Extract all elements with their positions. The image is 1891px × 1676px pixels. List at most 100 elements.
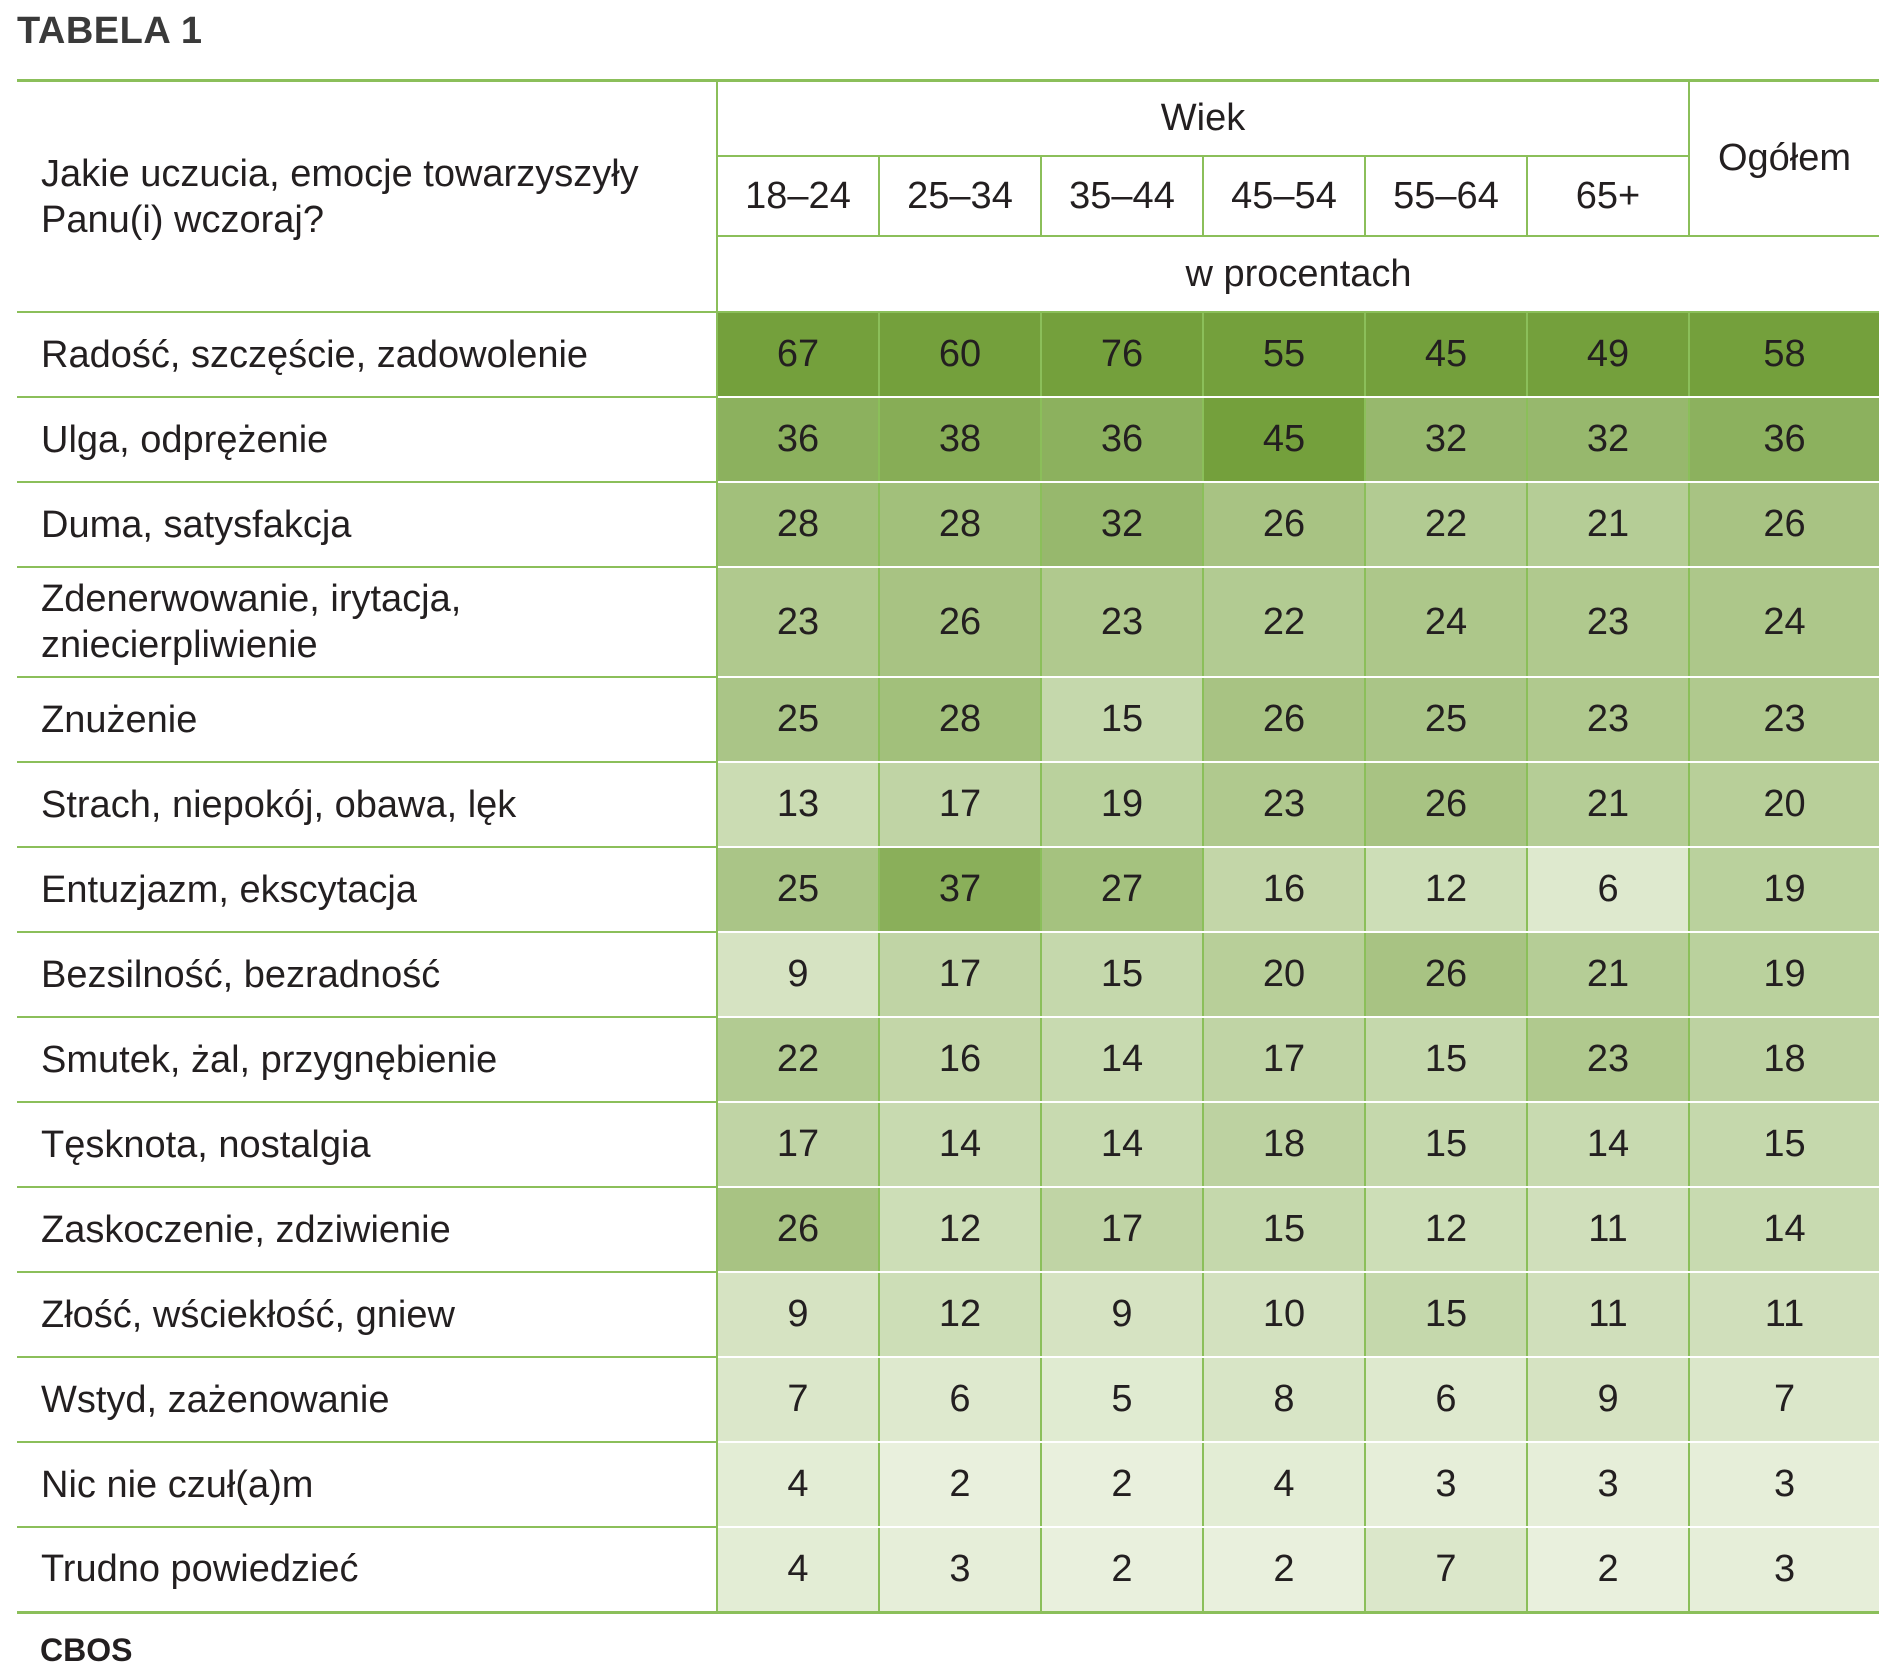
table-row: Nic nie czuł(a)m 4 2 2 4 3 3 3	[17, 1442, 1880, 1528]
value-cell-65-plus: 2	[1525, 1527, 1690, 1614]
value-cell-18-24: 13	[716, 762, 879, 848]
table-row: Znużenie 25 28 15 26 25 23 23	[17, 677, 1880, 763]
value-cell-45-54: 22	[1202, 567, 1365, 678]
value-cell-total: 3	[1688, 1442, 1880, 1528]
value-cell-18-24: 7	[716, 1357, 879, 1443]
row-label: Smutek, żal, przygnębienie	[17, 1017, 717, 1103]
value-cell-65-plus: 11	[1525, 1187, 1690, 1273]
table-row: Entuzjazm, ekscytacja 25 37 27 16 12 6 19	[17, 847, 1880, 933]
value-cell-total: 19	[1688, 932, 1880, 1018]
row-label: Zdenerwowanie, irytacja, zniecierpliwien…	[17, 567, 717, 678]
value-cell-35-44: 23	[1040, 567, 1203, 678]
value-cell-total: 36	[1688, 397, 1880, 483]
row-label: Radość, szczęście, zadowolenie	[17, 312, 717, 398]
row-label: Strach, niepokój, obawa, lęk	[17, 762, 717, 848]
row-label: Duma, satysfakcja	[17, 482, 717, 568]
table-title: TABELA 1	[17, 10, 203, 52]
age-group-header: Wiek	[715, 79, 1690, 157]
row-label: Złość, wściekłość, gniew	[17, 1272, 717, 1358]
value-cell-35-44: 2	[1040, 1527, 1203, 1614]
value-cell-total: 14	[1688, 1187, 1880, 1273]
value-cell-35-44: 27	[1040, 847, 1203, 933]
value-cell-65-plus: 49	[1525, 312, 1690, 398]
value-cell-total: 24	[1688, 567, 1880, 678]
value-cell-45-54: 23	[1202, 762, 1365, 848]
value-cell-65-plus: 6	[1525, 847, 1690, 933]
row-label: Bezsilność, bezradność	[17, 932, 717, 1018]
value-cell-25-34: 17	[878, 762, 1041, 848]
row-label: Nic nie czuł(a)m	[17, 1442, 717, 1528]
value-cell-55-64: 15	[1364, 1102, 1527, 1188]
value-cell-45-54: 26	[1202, 482, 1365, 568]
age-header-55-64: 55–64	[1364, 156, 1527, 237]
value-cell-65-plus: 14	[1525, 1102, 1690, 1188]
value-cell-25-34: 16	[878, 1017, 1041, 1103]
value-cell-25-34: 60	[878, 312, 1041, 398]
table-row: Strach, niepokój, obawa, lęk 13 17 19 23 26 21…	[17, 762, 1880, 848]
value-cell-65-plus: 21	[1525, 482, 1690, 568]
table-row: Bezsilność, bezradność 9 17 15 20 26 21 19	[17, 932, 1880, 1018]
value-cell-55-64: 6	[1364, 1357, 1527, 1443]
age-header-18-24: 18–24	[716, 156, 879, 237]
value-cell-25-34: 6	[878, 1357, 1041, 1443]
value-cell-total: 23	[1688, 677, 1880, 763]
table-row: Smutek, żal, przygnębienie 22 16 14 17 15 23 18	[17, 1017, 1880, 1103]
value-cell-65-plus: 3	[1525, 1442, 1690, 1528]
value-cell-total: 7	[1688, 1357, 1880, 1443]
row-label: Wstyd, zażenowanie	[17, 1357, 717, 1443]
value-cell-25-34: 12	[878, 1187, 1041, 1273]
value-cell-55-64: 45	[1364, 312, 1527, 398]
question-header: Jakie uczucia, emocje towarzyszyły Panu(…	[17, 79, 717, 313]
value-cell-65-plus: 21	[1525, 762, 1690, 848]
value-cell-45-54: 4	[1202, 1442, 1365, 1528]
value-cell-45-54: 18	[1202, 1102, 1365, 1188]
value-cell-55-64: 26	[1364, 932, 1527, 1018]
value-cell-55-64: 15	[1364, 1272, 1527, 1358]
unit-header: w procentach	[715, 235, 1880, 313]
table-body: Radość, szczęście, zadowolenie 67 60 76 55 45…	[17, 312, 1880, 1614]
value-cell-25-34: 37	[878, 847, 1041, 933]
value-cell-35-44: 2	[1040, 1442, 1203, 1528]
value-cell-55-64: 12	[1364, 1187, 1527, 1273]
value-cell-18-24: 26	[716, 1187, 879, 1273]
value-cell-25-34: 26	[878, 567, 1041, 678]
row-label: Ulga, odprężenie	[17, 397, 717, 483]
value-cell-55-64: 32	[1364, 397, 1527, 483]
value-cell-35-44: 36	[1040, 397, 1203, 483]
value-cell-18-24: 67	[716, 312, 879, 398]
table-row: Zdenerwowanie, irytacja, zniecierpliwien…	[17, 567, 1880, 678]
value-cell-18-24: 9	[716, 932, 879, 1018]
table-row: Zaskoczenie, zdziwienie 26 12 17 15 12 11 14	[17, 1187, 1880, 1273]
value-cell-total: 15	[1688, 1102, 1880, 1188]
value-cell-55-64: 25	[1364, 677, 1527, 763]
value-cell-45-54: 20	[1202, 932, 1365, 1018]
table-row: Duma, satysfakcja 28 28 32 26 22 21 26	[17, 482, 1880, 568]
value-cell-total: 18	[1688, 1017, 1880, 1103]
value-cell-45-54: 16	[1202, 847, 1365, 933]
value-cell-65-plus: 32	[1525, 397, 1690, 483]
value-cell-65-plus: 21	[1525, 932, 1690, 1018]
value-cell-35-44: 15	[1040, 677, 1203, 763]
value-cell-total: 26	[1688, 482, 1880, 568]
value-cell-total: 3	[1688, 1527, 1880, 1614]
table-row: Radość, szczęście, zadowolenie 67 60 76 55 45…	[17, 312, 1880, 398]
value-cell-18-24: 17	[716, 1102, 879, 1188]
value-cell-35-44: 14	[1040, 1102, 1203, 1188]
value-cell-total: 11	[1688, 1272, 1880, 1358]
value-cell-45-54: 26	[1202, 677, 1365, 763]
value-cell-55-64: 26	[1364, 762, 1527, 848]
value-cell-25-34: 28	[878, 482, 1041, 568]
value-cell-45-54: 17	[1202, 1017, 1365, 1103]
table-row: Tęsknota, nostalgia 17 14 14 18 15 14 15	[17, 1102, 1880, 1188]
value-cell-35-44: 76	[1040, 312, 1203, 398]
age-header-35-44: 35–44	[1040, 156, 1203, 237]
value-cell-25-34: 28	[878, 677, 1041, 763]
value-cell-18-24: 9	[716, 1272, 879, 1358]
value-cell-65-plus: 11	[1525, 1272, 1690, 1358]
value-cell-55-64: 3	[1364, 1442, 1527, 1528]
value-cell-45-54: 15	[1202, 1187, 1365, 1273]
value-cell-25-34: 3	[878, 1527, 1041, 1614]
value-cell-25-34: 14	[878, 1102, 1041, 1188]
value-cell-18-24: 4	[716, 1442, 879, 1528]
value-cell-45-54: 45	[1202, 397, 1365, 483]
